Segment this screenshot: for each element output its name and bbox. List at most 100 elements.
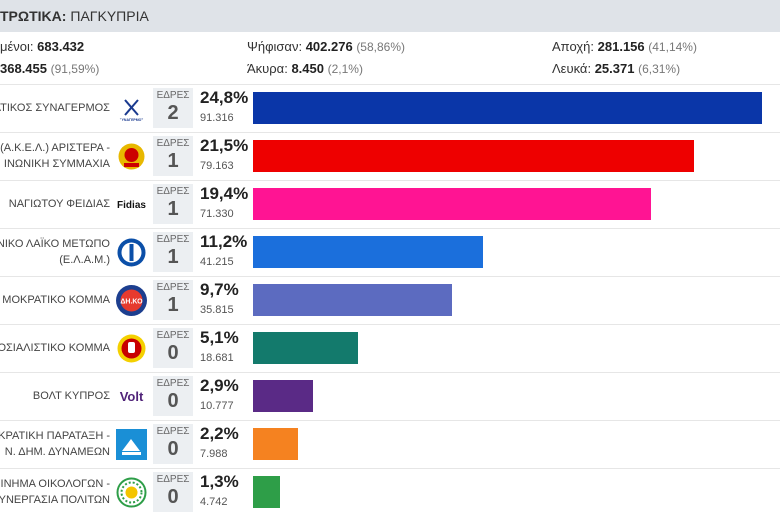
akel-logo-icon [116,141,147,172]
title-rest: ΠΑΓΚΥΠΡΙΑ [70,8,149,24]
party-name: ΜΟΚΡΑΤΙΚΟ ΚΟΜΜΑ [2,294,110,306]
vote-count: 18.681 [200,352,234,364]
seats-label: ΕΔΡΕΣ [156,138,190,149]
depa-logo-icon [116,429,147,460]
seats-count: 0 [167,342,179,364]
vote-percent: 11,2% [200,232,248,251]
party-row: ΑΤΙΚΟΣ ΣΥΝΑΓΕΡΜΟΣ ΣΥΝΑΓΕΡΜΟΣ ΕΔΡΕΣ 2 24,8% 91… [0,84,780,132]
party-name: ΑΤΙΚΟΣ ΣΥΝΑΓΕΡΜΟΣ [0,102,110,114]
seats-count: 0 [167,486,179,508]
vote-percent: 19,4% [200,184,249,203]
seats-label: ΕΔΡΕΣ [156,282,190,293]
party-name: ΝΑΓΙΩΤΟΥ ΦΕΙΔΙΑΣ [8,198,110,210]
party-name-line1: ΙΝΗΜΑ ΟΙΚΟΛΟΓΩΝ - [0,478,110,490]
party-row: ΝΙΚΟ ΛΑΪΚΟ ΜΕΤΩΠΟ (Ε.Λ.Α.Μ.) ΕΔΡΕΣ 1 11,2% 41… [0,228,780,276]
party-name-line1: ΚΡΑΤΙΚΗ ΠΑΡΑΤΑΞΗ - [0,430,110,442]
diko-logo-icon: ΔΗ.ΚΟ [116,285,147,316]
seats-label: ΕΔΡΕΣ [156,186,190,197]
cast-stat: Ψήφισαν: 402.276 (58,86%) [247,39,406,54]
party-name-line2: (Ε.Λ.Α.Μ.) [59,254,110,266]
vote-count: 7.988 [200,448,228,460]
vote-count: 71.330 [200,208,234,220]
party-name: ΙΝΗΜΑ ΟΙΚΟΛΟΓΩΝ - ΥΝΕΡΓΑΣΙΑ ΠΟΛΙΤΩΝ [0,476,110,508]
vote-percent: 2,9% [200,376,239,395]
vote-percent: 24,8% [200,88,249,107]
party-name: (Α.Κ.Ε.Λ.) ΑΡΙΣΤΕΡΑ - ΙΝΩΝΙΚΗ ΣΥΜΜΑΧΙΑ [0,140,110,172]
vote-count: 4.742 [200,496,228,508]
svg-text:ΔΗ.ΚΟ: ΔΗ.ΚΟ [120,299,143,306]
seats-label: ΕΔΡΕΣ [156,378,190,389]
vote-share-bar [253,428,298,460]
seats-count: 0 [167,390,179,412]
title-bold: ΤΡΩΤΙΚΑ: [0,8,67,24]
vote-percent: 1,3% [200,472,239,491]
vote-share-bar [253,284,452,316]
seats-box: ΕΔΡΕΣ 0 [153,328,193,368]
seats-count: 2 [167,102,179,124]
edek-logo-icon [116,333,147,364]
vote-count: 91.316 [200,112,234,124]
party-name-line2: Ν. ΔΗΜ. ΔΥΝΑΜΕΩΝ [4,446,110,458]
svg-text:Fidias: Fidias [117,200,146,211]
party-name: ΚΡΑΤΙΚΗ ΠΑΡΑΤΑΞΗ - Ν. ΔΗΜ. ΔΥΝΑΜΕΩΝ [0,428,110,460]
vote-percent: 5,1% [200,328,239,347]
abstain-stat: Αποχή: 281.156 (41,14%) [552,39,697,54]
vote-count: 35.815 [200,304,234,316]
vote-share-bar [253,236,483,268]
vote-percent: 2,2% [200,424,239,443]
seats-count: 1 [167,294,179,316]
party-row: ΜΟΚΡΑΤΙΚΟ ΚΟΜΜΑ ΔΗ.ΚΟ ΕΔΡΕΣ 1 9,7% 35.815 [0,276,780,324]
disy-logo-icon: ΣΥΝΑΓΕΡΜΟΣ [116,93,147,124]
party-row: ΟΣΙΑΛΙΣΤΙΚΟ ΚΟΜΜΑ ΕΔΡΕΣ 0 5,1% 18.681 [0,324,780,372]
vote-percent: 9,7% [200,280,239,299]
seats-label: ΕΔΡΕΣ [156,234,190,245]
seats-label: ΕΔΡΕΣ [156,90,190,101]
seats-box: ΕΔΡΕΣ 0 [153,424,193,464]
seats-label: ΕΔΡΕΣ [156,474,190,485]
party-name: ΝΙΚΟ ΛΑΪΚΟ ΜΕΤΩΠΟ (Ε.Λ.Α.Μ.) [0,236,110,268]
seats-box: ΕΔΡΕΣ 0 [153,472,193,512]
fidias-logo-icon: Fidias [116,189,147,220]
vote-share-bar [253,332,358,364]
seats-count: 0 [167,438,179,460]
svg-text:Volt: Volt [120,389,144,404]
seats-label: ΕΔΡΕΣ [156,426,190,437]
party-row: ΝΑΓΙΩΤΟΥ ΦΕΙΔΙΑΣ Fidias ΕΔΡΕΣ 1 19,4% 71.330 [0,180,780,228]
seats-box: ΕΔΡΕΣ 0 [153,376,193,416]
seats-box: ΕΔΡΕΣ 1 [153,184,193,224]
party-row: ΒΟΛΤ ΚΥΠΡΟΣ Volt ΕΔΡΕΣ 0 2,9% 10.777 [0,372,780,420]
vote-share-bar [253,476,280,508]
vote-count: 41.215 [200,256,234,268]
vote-count: 10.777 [200,400,234,412]
seats-count: 1 [167,198,179,220]
results-header: ΤΡΩΤΙΚΑ: ΠΑΓΚΥΠΡΙΑ [0,0,780,32]
vote-share-bar [253,380,313,412]
voted-stat: 368.455 (91,59%) [0,61,100,76]
party-name: ΟΣΙΑΛΙΣΤΙΚΟ ΚΟΜΜΑ [0,342,110,354]
vote-percent: 21,5% [200,136,249,155]
seats-box: ΕΔΡΕΣ 1 [153,232,193,272]
party-row: (Α.Κ.Ε.Λ.) ΑΡΙΣΤΕΡΑ - ΙΝΩΝΙΚΗ ΣΥΜΜΑΧΙΑ ΕΔΡ… [0,132,780,180]
party-name-line2: ΙΝΩΝΙΚΗ ΣΥΜΜΑΧΙΑ [3,158,110,170]
party-name-line1: ΝΙΚΟ ΛΑΪΚΟ ΜΕΤΩΠΟ [0,238,110,250]
vote-share-bar [253,140,694,172]
elam-logo-icon [116,237,147,268]
seats-box: ΕΔΡΕΣ 1 [153,136,193,176]
seats-count: 1 [167,150,179,172]
party-row: ΚΡΑΤΙΚΗ ΠΑΡΑΤΑΞΗ - Ν. ΔΗΜ. ΔΥΝΑΜΕΩΝ ΕΔΡΕΣ 0… [0,420,780,468]
vote-share-bar [253,92,762,124]
seats-box: ΕΔΡΕΣ 1 [153,280,193,320]
blank-stat: Λευκά: 25.371 (6,31%) [552,61,681,76]
seats-count: 1 [167,246,179,268]
party-name-line1: (Α.Κ.Ε.Λ.) ΑΡΙΣΤΕΡΑ - [0,142,110,154]
seats-box: ΕΔΡΕΣ 2 [153,88,193,128]
greens-logo-icon [116,477,147,508]
turnout-stats: μένοι: 683.432 368.455 (91,59%) Ψήφισαν:… [0,32,780,84]
seats-label: ΕΔΡΕΣ [156,330,190,341]
volt-logo-icon: Volt [116,381,147,412]
party-row: ΙΝΗΜΑ ΟΙΚΟΛΟΓΩΝ - ΥΝΕΡΓΑΣΙΑ ΠΟΛΙΤΩΝ ΕΔΡΕΣ 0… [0,468,780,516]
registered-stat: μένοι: 683.432 [0,39,85,54]
party-name: ΒΟΛΤ ΚΥΠΡΟΣ [32,390,110,402]
vote-share-bar [253,188,651,220]
vote-count: 79.163 [200,160,234,172]
